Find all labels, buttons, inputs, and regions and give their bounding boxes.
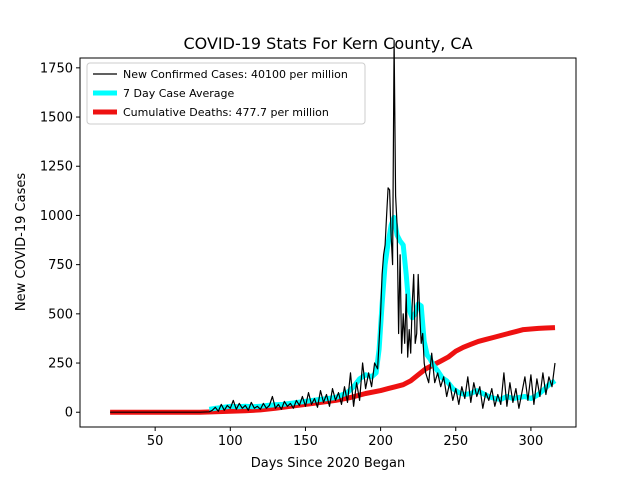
y-tick-label: 1000 xyxy=(40,209,73,224)
plot-lines xyxy=(110,39,557,415)
series-line-0 xyxy=(110,39,556,413)
y-axis-label: New COVID-19 Cases xyxy=(14,173,29,311)
y-tick-label: 500 xyxy=(48,307,73,322)
x-tick-label: 100 xyxy=(218,434,243,449)
x-axis: 50 100 150 200 250 300 xyxy=(147,427,543,449)
x-tick-label: 150 xyxy=(293,434,318,449)
y-tick-label: 0 xyxy=(65,406,73,421)
y-tick-label: 250 xyxy=(48,357,73,372)
legend-label-0: New Confirmed Cases: 40100 per million xyxy=(123,68,348,81)
y-tick-label: 750 xyxy=(48,258,73,273)
y-axis: 0 250 500 750 1000 1250 1500 1750 xyxy=(40,61,80,421)
x-tick-label: 50 xyxy=(147,434,164,449)
chart-title: COVID-19 Stats For Kern County, CA xyxy=(183,34,472,53)
legend: New Confirmed Cases: 40100 per million 7 … xyxy=(86,62,366,125)
legend-box xyxy=(86,62,366,125)
x-tick-label: 250 xyxy=(443,434,468,449)
y-tick-label: 1500 xyxy=(40,111,73,126)
x-tick-label: 300 xyxy=(518,434,543,449)
series-line-2 xyxy=(110,325,556,415)
y-tick-label: 1250 xyxy=(40,160,73,175)
x-tick-label: 200 xyxy=(368,434,393,449)
x-axis-label: Days Since 2020 Began xyxy=(251,456,406,471)
legend-label-1: 7 Day Case Average xyxy=(123,87,235,100)
y-tick-label: 1750 xyxy=(40,61,73,76)
plot-frame xyxy=(79,57,577,428)
legend-label-2: Cumulative Deaths: 477.7 per million xyxy=(123,106,329,119)
